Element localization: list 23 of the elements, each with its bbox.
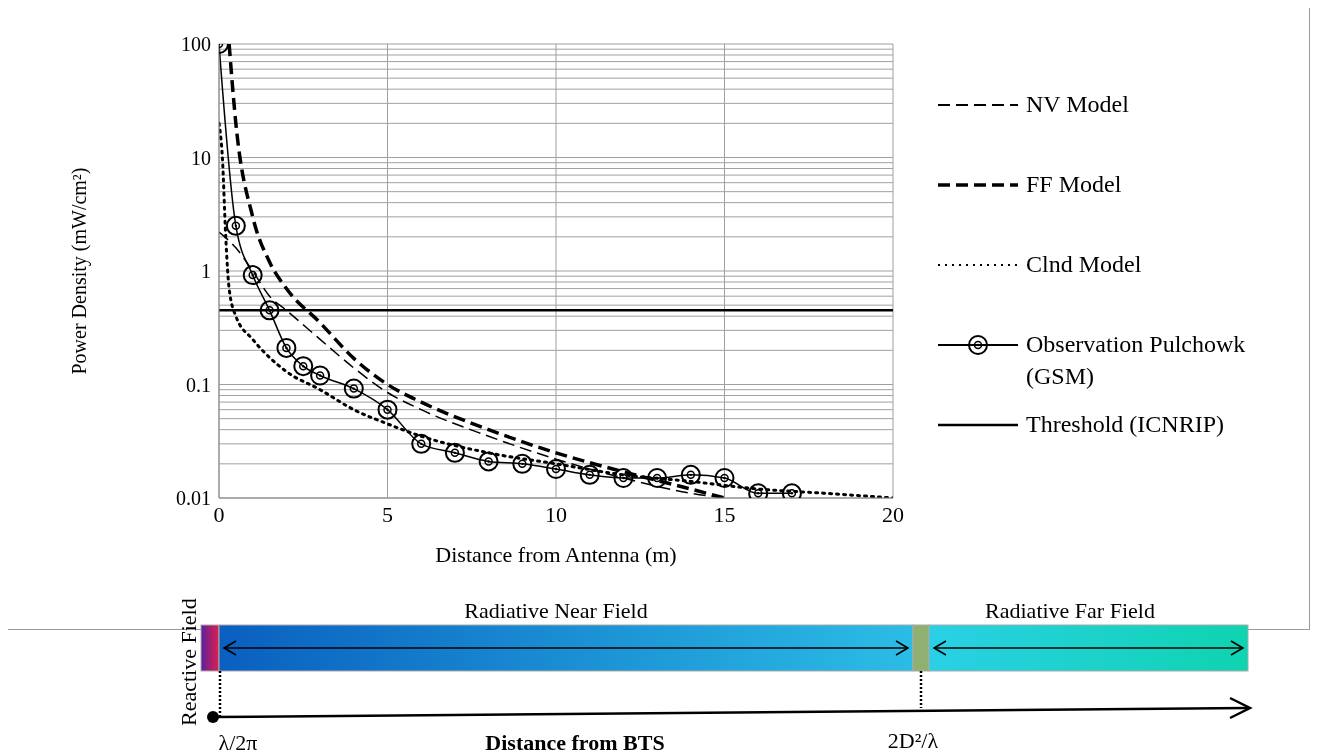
text: Radiative Near Field [464, 598, 648, 623]
y-tick-label: 0.01 [176, 487, 211, 510]
x-axis-title: Distance from Antenna (m) [435, 542, 677, 567]
text: λ/2π [218, 730, 258, 755]
y-tick-label: 0.1 [186, 373, 211, 396]
text: 2D²/λ [887, 728, 939, 753]
x-tick-label: 10 [545, 501, 567, 527]
x-tick-label: 20 [882, 501, 904, 527]
legend-label: Threshold (ICNRIP) [1026, 410, 1225, 439]
text: Radiative Far Field [985, 598, 1155, 623]
legend-label: NV Model [1026, 90, 1130, 119]
x-tick-label: 0 [213, 501, 225, 527]
y-tick-label: 1 [201, 260, 211, 283]
y-axis-title: Power Density (mW/cm²) [68, 167, 92, 375]
legend-label: FF Model [1026, 170, 1123, 199]
y-tick-label: 100 [181, 33, 211, 56]
text: Distance from BTS [485, 730, 665, 755]
text: Reactive Field [176, 598, 201, 726]
y-tick-label: 10 [191, 146, 211, 169]
x-tick-label: 15 [713, 501, 736, 527]
legend-label: Clnd Model [1026, 250, 1143, 279]
x-tick-label: 5 [382, 501, 393, 527]
legend-label: Observation Pulchowk (GSM) [1026, 330, 1247, 391]
